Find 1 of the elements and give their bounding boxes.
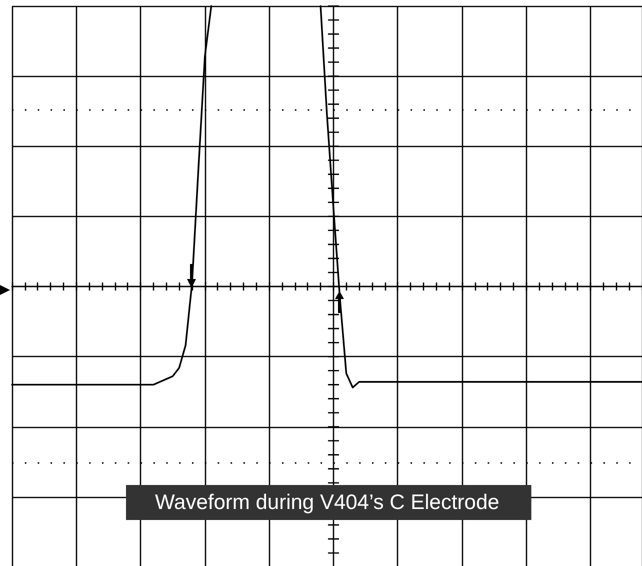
text: Waveform during V404’s C Electrode xyxy=(155,491,500,514)
